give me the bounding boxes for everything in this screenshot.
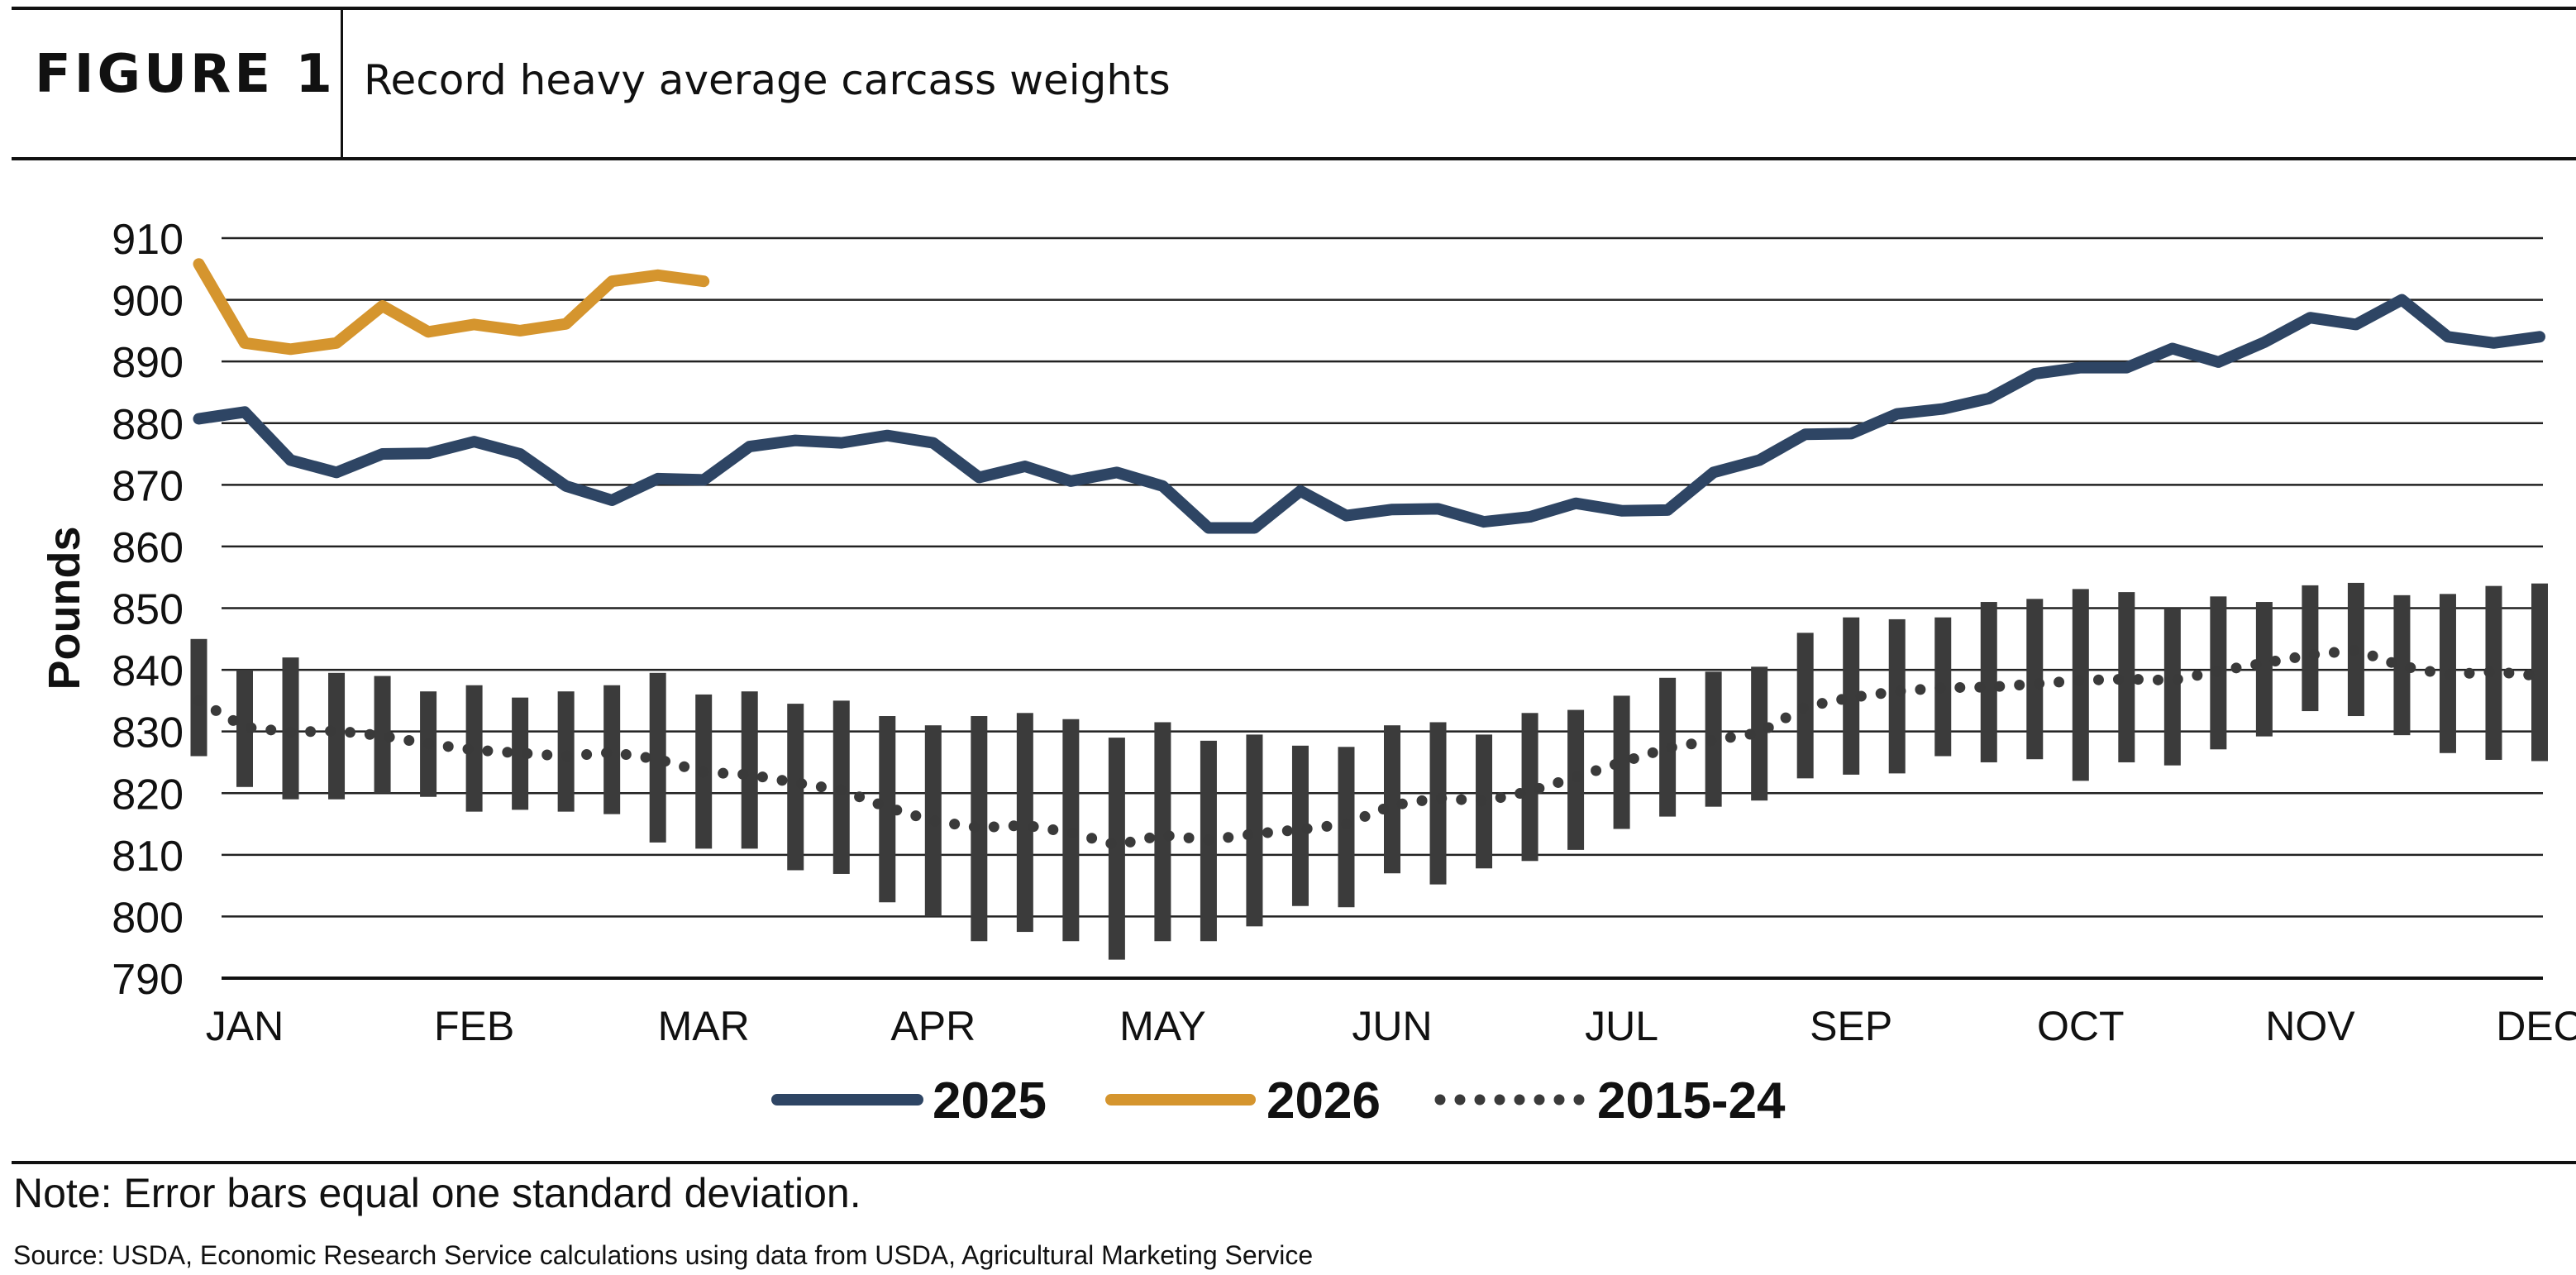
error-bar: [236, 670, 253, 787]
y-tick-label: 860: [112, 524, 184, 572]
x-tick-label: JAN: [206, 1003, 284, 1049]
header-rule: [12, 157, 2576, 160]
error-bar: [1016, 713, 1033, 933]
error-bar: [649, 672, 666, 843]
y-tick-label: 900: [112, 278, 184, 326]
error-bar: [787, 704, 804, 871]
series-line-2026: [193, 258, 710, 356]
x-tick-label: JUL: [1585, 1003, 1658, 1049]
error-bar: [1888, 618, 1906, 774]
chart-title: Record heavy average carcass weights: [364, 56, 1171, 104]
top-rule: [12, 7, 2576, 10]
y-tick-label: 790: [112, 956, 184, 1004]
axes: 790 800 810 820 830 840 850 860 870 880 890 900 910 P…: [40, 216, 2576, 1049]
series-line-2025: [193, 294, 2545, 534]
y-tick-label: 800: [112, 894, 184, 942]
y-tick-label: 840: [112, 647, 184, 695]
error-bar: [2393, 595, 2411, 736]
error-bar: [2302, 585, 2319, 712]
error-bar: [1751, 666, 1768, 801]
x-tick-label: FEB: [434, 1003, 514, 1049]
y-tick-label: 880: [112, 401, 184, 449]
error-bar: [374, 676, 391, 794]
legend: 2025 2026 2015-24: [771, 1072, 1786, 1129]
series-line-2015-24: [193, 644, 2545, 851]
x-tick-label: DEC: [2496, 1003, 2576, 1049]
error-bar: [603, 685, 621, 814]
x-tick-label: OCT: [2037, 1003, 2125, 1049]
x-tick-label: APR: [890, 1003, 976, 1049]
error-bar: [1246, 734, 1263, 927]
x-tick-label: MAY: [1119, 1003, 1206, 1049]
x-tick-label: SEP: [1810, 1003, 1892, 1049]
y-axis-label: Pounds: [40, 527, 89, 690]
error-bar: [1384, 725, 1400, 874]
footer-rule: [12, 1161, 2576, 1164]
source-text: Source: USDA, Economic Research Service …: [13, 1240, 1314, 1270]
legend-label: 2026: [1267, 1072, 1381, 1129]
legend-label: 2025: [933, 1072, 1047, 1129]
y-tick-label: 830: [112, 709, 184, 757]
error-bar: [2118, 592, 2135, 762]
error-bar: [2531, 583, 2548, 762]
carcass-weight-chart: 790 800 810 820 830 840 850 860 870 880 890 900 910 P…: [40, 216, 2576, 1129]
error-bar: [2163, 608, 2181, 766]
note-text: Note: Error bars equal one standard devi…: [13, 1170, 861, 1216]
y-tick-label: 870: [112, 462, 184, 510]
series-lines: [193, 258, 2545, 851]
error-bar: [1429, 722, 1447, 885]
error-bar: [741, 691, 758, 849]
error-bar: [1843, 617, 1860, 775]
error-bar: [512, 697, 529, 810]
x-tick-label: MAR: [658, 1003, 750, 1049]
error-bar: [1108, 738, 1125, 960]
header-divider: [341, 10, 343, 159]
error-bar: [328, 672, 346, 800]
figure-label: FIGURE 1: [35, 44, 336, 105]
error-bars: [190, 582, 2548, 960]
error-bar: [2255, 602, 2273, 737]
error-bar: [1291, 745, 1309, 906]
x-tick-label: NOV: [2265, 1003, 2355, 1049]
legend-label: 2015-24: [1597, 1072, 1786, 1129]
y-tick-label: 910: [112, 216, 184, 264]
y-tick-label: 810: [112, 833, 184, 881]
error-bar: [2026, 599, 2044, 760]
y-tick-label: 850: [112, 586, 184, 634]
y-tick-label: 820: [112, 771, 184, 819]
error-bar: [1521, 713, 1538, 862]
error-bar: [879, 716, 896, 903]
x-tick-label: JUN: [1352, 1003, 1432, 1049]
y-tick-label: 890: [112, 339, 184, 387]
error-bar: [1613, 695, 1630, 829]
error-bar: [465, 685, 483, 812]
error-bar: [1154, 722, 1171, 942]
error-bar: [1980, 602, 1997, 762]
